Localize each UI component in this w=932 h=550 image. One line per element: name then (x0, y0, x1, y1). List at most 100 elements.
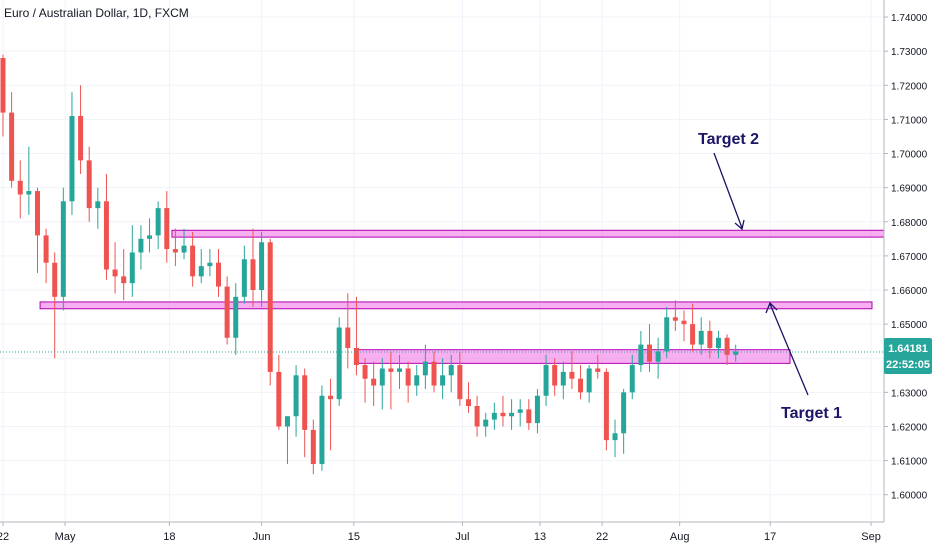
current-price-tag: 1.64181 22:52:05 (884, 338, 932, 374)
target-1-arrow-head (765, 301, 778, 314)
candle (698, 317, 704, 355)
candle (43, 228, 49, 284)
price-tick-label: 1.69000 (891, 184, 928, 195)
candle (664, 307, 670, 359)
candle (517, 399, 523, 427)
candle (52, 252, 58, 359)
price-tick-label: 1.60000 (891, 491, 928, 502)
candle-body (60, 201, 66, 297)
candle (78, 85, 84, 174)
candle (319, 385, 325, 471)
price-tick-label: 1.61000 (891, 457, 928, 468)
candle-body (698, 330, 704, 345)
candle-body (578, 378, 584, 393)
candle (129, 225, 135, 297)
candle (103, 174, 109, 280)
price-tick-label: 1.74000 (891, 13, 928, 24)
candle-body (707, 330, 713, 348)
candle-body (78, 116, 84, 161)
price-axis[interactable]: 1.74000 1.73000 1.72000 1.71000 1.70000 1.690… (883, 0, 932, 550)
candle-body (26, 191, 32, 195)
candle-body (319, 395, 325, 464)
candle (526, 399, 532, 430)
candle (0, 54, 6, 137)
candle (457, 351, 463, 406)
candle (86, 146, 92, 222)
candle (216, 249, 221, 297)
candle-body (267, 242, 273, 372)
candle (259, 232, 265, 308)
candle-body (690, 324, 696, 345)
candle-body (483, 419, 489, 427)
time-tick-label: Aug (670, 531, 690, 543)
candle-body (9, 112, 15, 181)
candle-body (172, 249, 178, 253)
candle-body (655, 351, 661, 362)
candle-body (353, 348, 359, 366)
candle (733, 344, 739, 362)
price-tick-label: 1.66000 (891, 286, 928, 297)
candle-body (733, 351, 739, 355)
candle-body (629, 365, 635, 393)
candle (474, 395, 480, 437)
candle (724, 334, 730, 366)
candle (638, 330, 644, 372)
candle (560, 361, 566, 400)
time-tick-label: 13 (534, 531, 546, 543)
candle-body (284, 416, 290, 427)
candle (336, 317, 342, 406)
candle-body (612, 433, 618, 441)
candle-body (138, 238, 144, 253)
time-tick-label: Sep (861, 531, 881, 543)
candle-body (405, 368, 411, 386)
time-axis[interactable]: 22 May 18 Jun 15 Jul 13 22 Aug 17 Sep (0, 521, 884, 543)
candle-body (181, 245, 187, 253)
candle (552, 358, 558, 396)
candle (595, 354, 601, 379)
candle-body (224, 286, 230, 338)
candle (190, 232, 196, 287)
candle-body (422, 361, 428, 376)
candle (534, 388, 540, 434)
target-arrows (713, 152, 809, 396)
candle (207, 249, 213, 277)
candle-body (207, 262, 213, 267)
candle-body (121, 276, 127, 284)
candle-body (276, 371, 282, 427)
candle (647, 324, 652, 372)
candle (9, 92, 15, 188)
candle-body (586, 368, 592, 393)
candle (672, 300, 678, 331)
candle-body (112, 269, 118, 277)
candle (509, 399, 515, 430)
candle-body (603, 371, 609, 441)
candle (362, 358, 368, 403)
candle (586, 365, 592, 403)
price-tick-label: 1.73000 (891, 47, 928, 58)
candle (414, 365, 420, 396)
candle-body (233, 296, 239, 338)
candle (388, 351, 394, 410)
candle-body (336, 327, 342, 400)
candle (69, 92, 75, 215)
candle (112, 242, 118, 294)
candle-body (664, 317, 670, 352)
candle-body (155, 208, 161, 236)
candle-body (103, 201, 109, 270)
candle (164, 191, 170, 263)
candle (491, 402, 497, 430)
time-tick-label: May (55, 531, 76, 543)
candle (371, 361, 377, 406)
candle-body (474, 406, 480, 427)
target-2-label: Target 2 (698, 131, 759, 148)
grid (0, 0, 884, 522)
time-tick-label: 22 (596, 531, 608, 543)
candle-body (440, 375, 446, 386)
target-1-arrow (769, 303, 809, 396)
candle-body (69, 116, 75, 202)
candle (121, 249, 127, 301)
price-axis-bg (884, 0, 932, 550)
candle (500, 395, 506, 427)
candle-body (0, 58, 6, 113)
